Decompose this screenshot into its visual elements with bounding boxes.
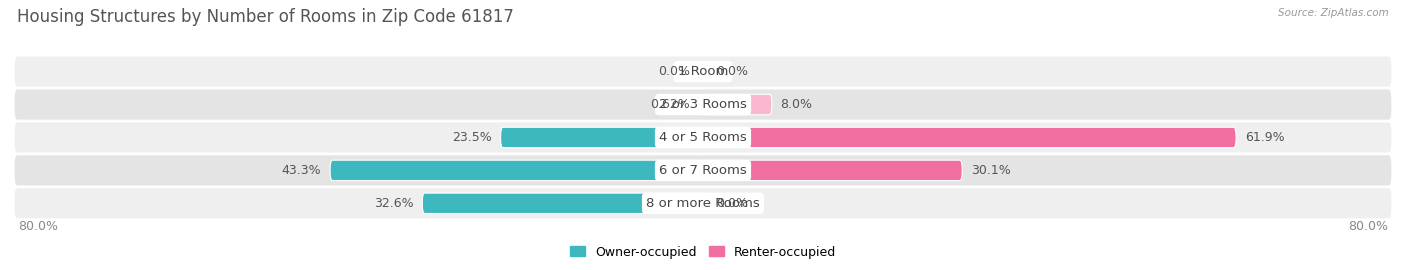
- FancyBboxPatch shape: [330, 160, 703, 181]
- Text: 61.9%: 61.9%: [1244, 131, 1284, 144]
- Text: 8.0%: 8.0%: [780, 98, 813, 111]
- FancyBboxPatch shape: [422, 193, 703, 214]
- Text: 2 or 3 Rooms: 2 or 3 Rooms: [659, 98, 747, 111]
- Text: 80.0%: 80.0%: [1347, 220, 1388, 233]
- Text: 6 or 7 Rooms: 6 or 7 Rooms: [659, 164, 747, 177]
- FancyBboxPatch shape: [14, 155, 1392, 186]
- Text: 0.0%: 0.0%: [716, 65, 748, 78]
- Text: Housing Structures by Number of Rooms in Zip Code 61817: Housing Structures by Number of Rooms in…: [17, 8, 513, 26]
- Text: 4 or 5 Rooms: 4 or 5 Rooms: [659, 131, 747, 144]
- Text: Source: ZipAtlas.com: Source: ZipAtlas.com: [1278, 8, 1389, 18]
- FancyBboxPatch shape: [703, 127, 1236, 148]
- FancyBboxPatch shape: [501, 127, 703, 148]
- Text: 30.1%: 30.1%: [970, 164, 1011, 177]
- FancyBboxPatch shape: [703, 160, 962, 181]
- Text: 80.0%: 80.0%: [18, 220, 59, 233]
- Text: 43.3%: 43.3%: [281, 164, 322, 177]
- FancyBboxPatch shape: [697, 94, 703, 115]
- Text: 0.0%: 0.0%: [716, 197, 748, 210]
- FancyBboxPatch shape: [14, 122, 1392, 153]
- Legend: Owner-occupied, Renter-occupied: Owner-occupied, Renter-occupied: [565, 241, 841, 264]
- Text: 32.6%: 32.6%: [374, 197, 413, 210]
- FancyBboxPatch shape: [14, 188, 1392, 219]
- FancyBboxPatch shape: [14, 56, 1392, 87]
- Text: 0.62%: 0.62%: [651, 98, 690, 111]
- Text: 0.0%: 0.0%: [658, 65, 690, 78]
- Text: 23.5%: 23.5%: [453, 131, 492, 144]
- FancyBboxPatch shape: [14, 89, 1392, 120]
- FancyBboxPatch shape: [703, 94, 772, 115]
- Text: 8 or more Rooms: 8 or more Rooms: [647, 197, 759, 210]
- Text: 1 Room: 1 Room: [678, 65, 728, 78]
